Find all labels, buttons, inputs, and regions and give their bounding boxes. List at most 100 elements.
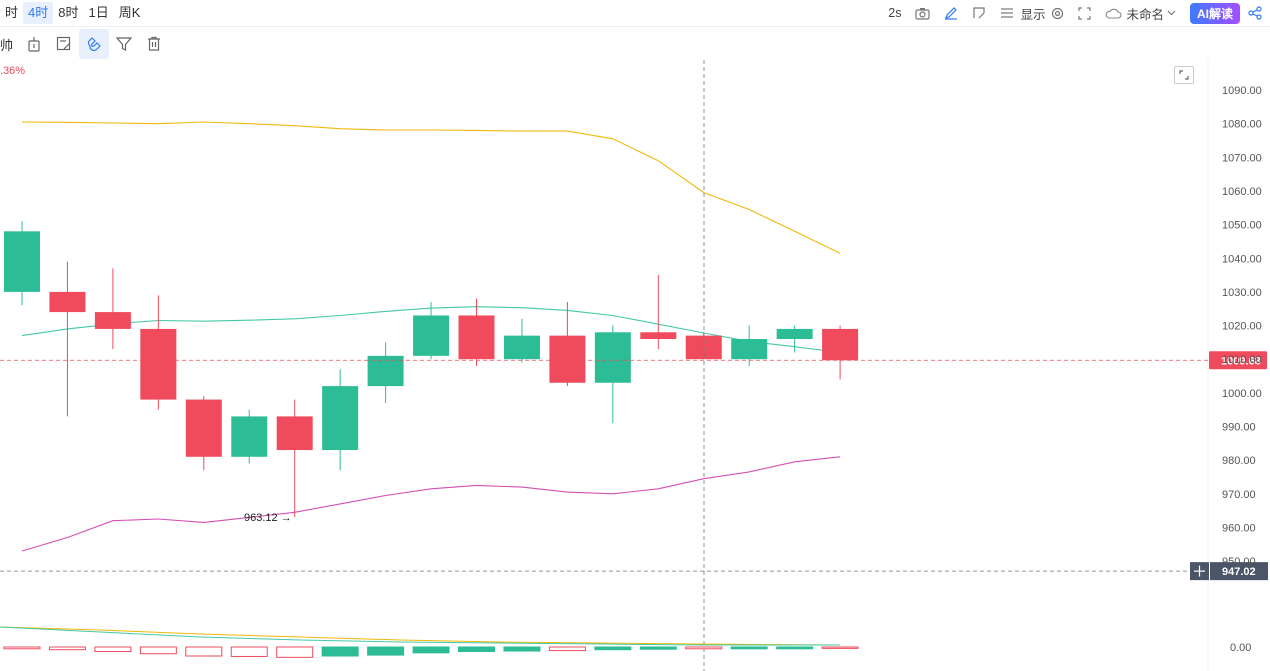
macd-histogram-bar <box>594 646 632 651</box>
overlays: 1009.68 947.02 963.12 → <box>0 60 1268 671</box>
cross-price-tag: 947.02 <box>1222 566 1256 578</box>
candle <box>458 298 495 366</box>
candle-body <box>94 312 131 329</box>
candle-body <box>322 386 359 451</box>
macd-histogram-bar <box>685 646 723 650</box>
chevron-down-icon[interactable] <box>1167 10 1176 16</box>
gear-icon[interactable] <box>1051 7 1064 20</box>
ai-analysis-button[interactable]: AI解读 <box>1189 2 1240 24</box>
list-icon[interactable] <box>1000 7 1014 19</box>
drawing-toolbar: 帅 <box>0 28 169 60</box>
macd-histogram-bar <box>367 646 405 656</box>
candle <box>413 301 450 360</box>
expand-icon[interactable] <box>1174 66 1194 84</box>
candle <box>731 325 768 366</box>
candle <box>322 369 359 471</box>
display-label[interactable]: 显示 <box>1020 7 1046 22</box>
candle <box>822 325 859 380</box>
last-price-tag-bg <box>1209 351 1267 370</box>
candle-body <box>458 315 495 360</box>
macd-histogram-bar <box>48 646 86 651</box>
macd-dea-line <box>0 626 841 646</box>
macd-histogram-bar <box>503 646 541 652</box>
right-controls: 2s 显示 未命名 AI解读 <box>874 0 1270 26</box>
interval-1d[interactable]: 1日 <box>88 5 109 20</box>
candle <box>49 261 86 417</box>
fullscreen-icon[interactable] <box>1078 6 1092 20</box>
cross-price-tag-bg <box>1210 562 1268 581</box>
candle-body <box>367 355 404 387</box>
y-tick-label: 960.00 <box>1222 522 1256 534</box>
y-tick-label: 1040.00 <box>1222 253 1262 265</box>
macd-histogram-bar <box>639 646 677 650</box>
macd-histogram-bar <box>276 646 314 658</box>
macd-histogram-bar <box>321 646 359 657</box>
price-axis: 1090.00 1080.00 1070.00 1060.00 1050.00 1040.… <box>1222 85 1262 568</box>
interval-4h[interactable]: 4时 <box>23 2 54 24</box>
upper-band-line <box>21 121 841 254</box>
low-price-marker: 963.12 → <box>244 512 292 524</box>
macd-histogram-bar <box>730 646 768 650</box>
filter-icon[interactable] <box>109 29 139 59</box>
y-tick-label: 1070.00 <box>1222 152 1262 164</box>
candle-body <box>49 291 86 313</box>
candlestick-chart[interactable]: 1009.68 947.02 963.12 → 1090.00 1080.00 1070… <box>0 60 1270 671</box>
macd-histogram-bar <box>94 646 132 652</box>
share-icon[interactable] <box>1248 6 1262 20</box>
y-tick-label: 1090.00 <box>1222 85 1262 97</box>
partial-label: 帅 <box>0 37 14 53</box>
macd-histogram-bar <box>821 646 859 649</box>
y-tick-label: 1000.00 <box>1222 388 1262 400</box>
magnet-icon[interactable] <box>79 29 110 59</box>
edit-note-icon[interactable] <box>49 29 79 59</box>
macd-histogram-bar <box>548 646 586 652</box>
layout-name[interactable]: 未命名 <box>1126 7 1164 22</box>
y-tick-label: 1020.00 <box>1222 321 1262 333</box>
pencil-icon[interactable] <box>944 6 958 20</box>
candle-body <box>185 399 222 457</box>
candle <box>140 295 177 410</box>
y-tick-label: 950.00 <box>1222 556 1256 568</box>
y-tick-label: 1010.00 <box>1222 354 1262 366</box>
macd-histogram-bar <box>412 646 450 654</box>
candle <box>4 221 40 306</box>
candle-body <box>822 328 859 361</box>
trash-icon[interactable] <box>139 29 169 59</box>
candle <box>231 409 268 464</box>
candle <box>594 325 631 424</box>
macd-histogram-bar <box>230 646 268 657</box>
macd-dif-line <box>0 626 840 646</box>
macd-histogram-bar <box>3 646 41 650</box>
interval-1h[interactable]: 时 <box>5 5 19 20</box>
candle-body <box>140 328 177 400</box>
lock-tool-icon[interactable] <box>19 29 49 59</box>
change-percent: .36% <box>0 65 26 77</box>
candle-body <box>231 416 268 457</box>
camera-icon[interactable] <box>915 7 931 20</box>
candle <box>549 301 586 387</box>
candle <box>94 268 131 350</box>
interval-8h[interactable]: 8时 <box>58 5 79 20</box>
candle <box>276 399 313 517</box>
candle <box>185 396 222 471</box>
candle <box>640 275 677 350</box>
y-tick-label: 1050.00 <box>1222 220 1262 232</box>
candles <box>4 221 859 517</box>
window-icon[interactable] <box>972 6 986 20</box>
interval-selector: 时 4时 8时 1日 周K <box>0 0 145 26</box>
y-tick-label: 980.00 <box>1222 455 1256 467</box>
macd-histogram-bar <box>458 646 495 652</box>
interval-1w[interactable]: 周K <box>118 5 141 20</box>
y-tick-label: 1060.00 <box>1222 186 1262 198</box>
lower-band-line <box>21 456 841 552</box>
candle <box>503 318 540 363</box>
candle-body <box>549 335 586 383</box>
cloud-icon[interactable] <box>1105 8 1122 19</box>
y-tick-label: 990.00 <box>1222 422 1256 434</box>
y-tick-label: 1080.00 <box>1222 119 1262 131</box>
candle <box>367 342 404 403</box>
macd-histogram-bar <box>776 646 814 650</box>
speed-setting[interactable]: 2s <box>888 6 902 20</box>
candle-body <box>594 332 631 383</box>
macd-histogram-bar <box>185 646 223 657</box>
